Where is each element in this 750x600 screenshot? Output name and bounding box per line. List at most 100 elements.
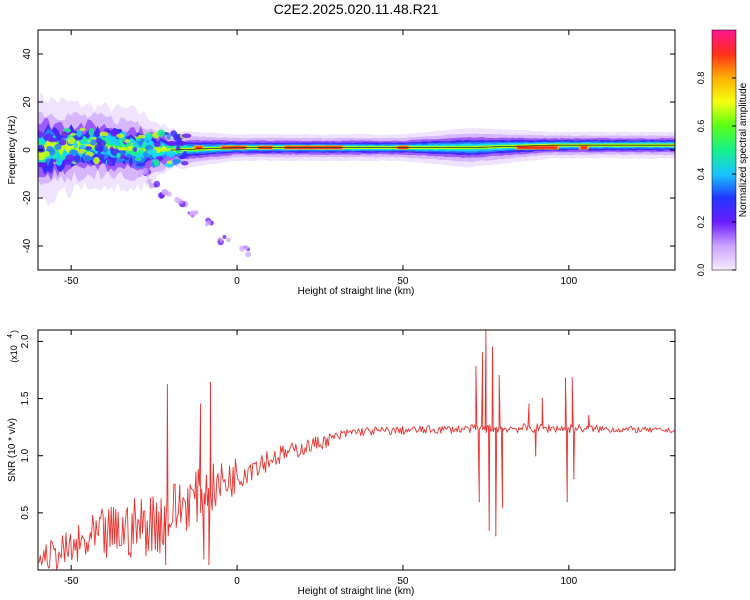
spectrogram-blob <box>181 160 189 166</box>
spectrogram-panel: -50 0 50 100 -40 -20 0 20 40 Height of straight… <box>7 29 676 297</box>
spectrogram-blob <box>99 131 109 137</box>
x-tick-label: 100 <box>560 576 577 587</box>
spectrogram-y-label: Frequency (Hz) <box>7 116 18 185</box>
spectrogram-blob <box>110 129 118 137</box>
spectrogram-blob <box>79 127 86 132</box>
y-tick-label: -40 <box>22 238 33 253</box>
spectrogram-blob <box>172 158 181 164</box>
spectrogram-blob <box>55 158 62 165</box>
snr-data <box>38 330 675 570</box>
spectrogram-ridge-core <box>580 146 588 149</box>
y-tick-label: 1.5 <box>20 391 31 405</box>
spectrogram-tail-point <box>137 173 142 178</box>
spectrogram-tail-point <box>222 235 227 240</box>
snr-spike-point <box>203 557 205 560</box>
spectrogram-blob <box>178 141 186 147</box>
snr-spike-point <box>166 384 168 386</box>
spectrogram-tail-point <box>141 168 149 175</box>
spectrogram-blob <box>54 143 62 150</box>
y-tick-label: -20 <box>22 190 33 205</box>
spectrogram-blob <box>167 140 177 147</box>
snr-spike-point <box>588 415 590 417</box>
spectrogram-blob <box>126 142 133 146</box>
spectrogram-blob <box>58 139 67 146</box>
spectrogram-blob <box>43 133 53 141</box>
spectrogram-blob <box>48 139 58 143</box>
colorbar-scale <box>711 29 737 271</box>
snr-spike-point <box>498 375 500 377</box>
spectrogram-ridge-core <box>517 146 558 149</box>
spectrogram-ridge-core <box>195 146 203 149</box>
snr-spike-point <box>488 529 490 531</box>
spectrogram-tail-point <box>146 178 152 184</box>
spectrogram-blob <box>65 154 76 162</box>
spectrogram-blob <box>93 156 100 165</box>
spectrogram-blob <box>78 144 87 150</box>
x-tick-label: -50 <box>64 576 79 587</box>
spectrogram-tail-point <box>161 188 168 196</box>
snr-spike-point <box>535 455 537 457</box>
spectrogram-blob <box>103 145 109 153</box>
snr-scale-prefix: (x10 <box>9 345 19 363</box>
snr-spike-point <box>481 352 484 354</box>
snr-spike-point <box>209 381 212 384</box>
snr-y-axis: 0.5 1.0 1.5 2.0 <box>20 334 675 520</box>
spectrogram-blob <box>73 142 78 149</box>
snr-scale-note: (x10 4 ) <box>7 330 19 363</box>
snr-line <box>38 330 675 570</box>
x-tick-label: 100 <box>560 276 577 287</box>
snr-x-axis: -50 0 50 100 <box>64 330 578 587</box>
x-tick-label: 0 <box>234 276 240 287</box>
snr-spike-point <box>501 506 504 508</box>
y-tick-label: 40 <box>22 48 33 60</box>
spectrogram-blob <box>106 134 112 140</box>
spectrogram-blob <box>153 141 161 148</box>
spectrogram-tail-point <box>245 251 251 258</box>
spectrogram-blob <box>73 154 81 163</box>
spectrogram-tail-point <box>226 237 231 243</box>
spectrogram-blob <box>116 152 121 159</box>
figure-title: C2E2.2025.020.11.48.R21 <box>274 1 439 17</box>
snr-spike-point <box>475 365 477 368</box>
spectrogram-band <box>38 138 675 160</box>
spectrogram-blob <box>170 130 178 137</box>
snr-spike-point <box>199 403 202 405</box>
y-tick-label: 20 <box>22 96 33 108</box>
spectrogram-blob <box>166 160 172 164</box>
spectrogram-blob <box>147 148 157 155</box>
spectrogram-blob <box>38 161 46 168</box>
snr-spike-point <box>165 563 167 565</box>
spectrogram-blob <box>157 129 166 138</box>
spectrogram-blob <box>90 139 97 146</box>
spectrogram-tail-point <box>205 220 211 226</box>
spectrogram-data <box>38 91 675 258</box>
spectrogram-blob <box>94 148 104 152</box>
spectrogram-tail-point <box>148 183 155 189</box>
spectrogram-blob <box>69 149 79 156</box>
spectrogram-ridge-line <box>170 144 675 151</box>
spectrogram-blob <box>181 133 192 139</box>
spectrogram-band <box>38 133 675 168</box>
spectrogram-blob <box>153 158 160 167</box>
spectrogram-blob <box>38 153 46 161</box>
spectrogram-blob <box>53 130 58 135</box>
snr-x-label: Height of straight line (km) <box>298 586 415 597</box>
snr-spike-point <box>528 403 530 405</box>
snr-spike-point <box>491 346 494 348</box>
spectrogram-blob <box>133 147 138 152</box>
spectrogram-blob <box>166 133 171 140</box>
spectrogram-blob <box>38 131 44 139</box>
spectrogram-blob <box>164 162 174 168</box>
snr-spike-point <box>566 500 568 503</box>
colorbar-tick-label: 0.2 <box>696 216 706 229</box>
colorbar-tick-label: 0.6 <box>696 120 706 133</box>
y-tick-label: 0.5 <box>20 505 31 519</box>
y-tick-label: 0 <box>22 147 33 153</box>
colorbar: 0.0 0.2 0.4 0.6 0.8 Normalized spectral ampl… <box>696 29 749 277</box>
colorbar-tick-label: 0.0 <box>696 264 706 277</box>
spectrogram-x-label: Height of straight line (km) <box>298 286 415 297</box>
snr-spike-point <box>571 377 573 379</box>
spectrogram-blob <box>88 127 95 136</box>
y-tick-label: 2.0 <box>20 334 31 348</box>
